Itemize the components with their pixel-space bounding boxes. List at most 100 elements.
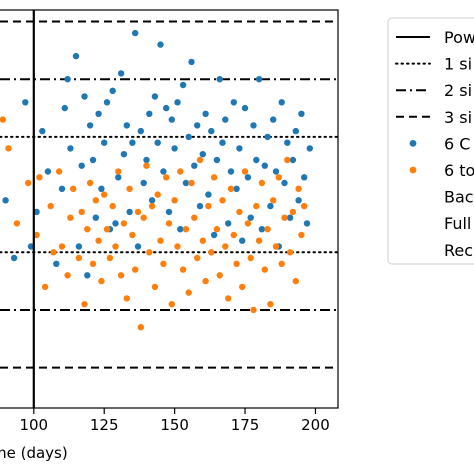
point-series-0-67 [227, 168, 235, 175]
point-series-1-70 [233, 260, 240, 267]
point-series-1-64 [216, 272, 223, 279]
point-series-0-26 [112, 220, 119, 227]
point-series-0-6 [44, 168, 52, 175]
point-series-1-10 [58, 243, 66, 250]
point-series-0-64 [219, 139, 226, 146]
point-series-1-25 [106, 254, 114, 262]
point-series-1-20 [92, 197, 100, 204]
point-series-0-72 [241, 104, 249, 112]
point-series-0-15 [81, 93, 88, 100]
point-series-0-4 [33, 208, 40, 216]
point-series-1-16 [81, 301, 88, 308]
point-series-1-21 [95, 237, 102, 244]
point-series-0-73 [244, 174, 252, 181]
point-series-0-1 [10, 254, 18, 262]
point-series-0-16 [84, 272, 91, 279]
plot-frame [0, 9, 339, 409]
point-series-1-28 [115, 168, 122, 175]
point-series-0-11 [67, 145, 74, 152]
point-series-0-68 [230, 99, 237, 106]
point-series-1-51 [179, 266, 187, 273]
point-series-1-87 [281, 214, 288, 221]
point-series-1-83 [270, 197, 277, 204]
point-series-1-26 [109, 202, 116, 210]
point-series-0-77 [255, 76, 263, 83]
point-series-1-49 [174, 243, 181, 250]
point-series-1-57 [196, 156, 204, 164]
point-series-0-65 [222, 116, 229, 123]
x-tick-label-0: 100 [19, 416, 48, 434]
point-series-1-19 [89, 260, 97, 267]
point-series-0-8 [58, 185, 66, 192]
legend-label-1: 1 si [444, 55, 472, 74]
point-series-1-40 [148, 202, 156, 210]
point-series-1-89 [286, 249, 294, 256]
point-series-1-13 [70, 185, 77, 192]
point-series-1-74 [244, 220, 252, 227]
point-series-0-3 [27, 243, 35, 250]
point-series-0-49 [177, 226, 184, 233]
point-series-1-77 [253, 202, 260, 210]
point-series-0-94 [303, 220, 311, 227]
point-series-0-41 [154, 139, 161, 146]
point-series-1-54 [188, 179, 195, 187]
point-series-1-24 [103, 226, 111, 233]
point-series-1-22 [98, 277, 105, 285]
point-series-0-88 [286, 214, 294, 221]
point-series-1-30 [120, 220, 128, 227]
point-series-0-55 [194, 122, 201, 129]
point-series-1-67 [225, 295, 232, 302]
point-series-1-43 [157, 237, 164, 244]
point-series-0-31 [126, 208, 133, 216]
point-series-1-4 [33, 231, 40, 239]
point-series-0-66 [225, 220, 232, 227]
point-series-1-90 [289, 208, 297, 216]
point-series-0-20 [95, 110, 102, 118]
point-series-1-35 [134, 208, 142, 216]
point-series-0-18 [89, 156, 97, 164]
point-series-0-81 [267, 202, 274, 210]
point-series-0-83 [272, 168, 280, 175]
point-series-0-53 [188, 58, 195, 66]
point-series-0-32 [129, 139, 136, 146]
point-series-1-39 [146, 249, 153, 256]
point-series-1-60 [205, 202, 212, 210]
point-series-1-72 [239, 283, 246, 291]
point-series-0-48 [174, 99, 181, 106]
point-series-0-14 [78, 162, 85, 169]
point-series-1-0 [0, 116, 6, 123]
point-series-1-5 [36, 174, 43, 181]
point-series-0-25 [109, 87, 116, 95]
legend-label-2: 2 si [444, 81, 472, 100]
point-series-0-69 [233, 185, 240, 192]
point-series-0-22 [101, 139, 108, 146]
point-series-1-37 [140, 214, 147, 221]
point-series-1-59 [202, 277, 209, 285]
point-series-0-35 [137, 127, 144, 135]
point-series-0-34 [134, 243, 142, 250]
point-series-1-46 [165, 220, 173, 227]
point-series-1-73 [241, 168, 249, 175]
point-series-0-2 [22, 99, 29, 106]
point-series-0-27 [115, 174, 122, 181]
point-series-1-1 [5, 145, 12, 152]
point-series-1-27 [112, 243, 119, 250]
point-series-0-17 [86, 122, 94, 129]
point-series-0-19 [92, 214, 100, 221]
legend-label-8: Rec [444, 241, 473, 260]
point-series-0-71 [239, 237, 246, 244]
point-series-1-42 [154, 191, 161, 198]
point-series-1-15 [78, 208, 85, 216]
point-series-0-75 [250, 122, 257, 129]
point-series-1-48 [171, 197, 178, 204]
point-series-1-62 [210, 174, 218, 181]
point-series-0-87 [284, 139, 291, 146]
point-series-1-69 [230, 231, 237, 239]
point-series-0-39 [148, 197, 156, 204]
point-series-0-70 [236, 145, 243, 152]
point-series-0-51 [182, 179, 190, 187]
reference-lines [0, 20, 338, 369]
point-series-1-14 [75, 254, 83, 262]
point-series-1-32 [126, 185, 133, 192]
